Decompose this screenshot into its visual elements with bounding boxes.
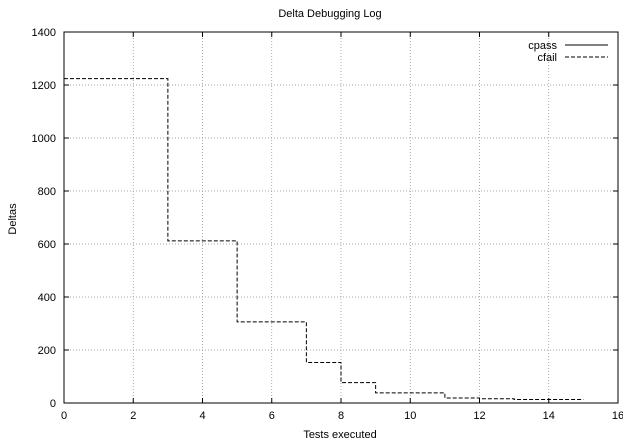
series-cfail — [64, 78, 584, 401]
x-axis-label: Tests executed — [303, 429, 376, 441]
x-tick-label: 10 — [404, 410, 416, 422]
y-tick-label: 1400 — [32, 27, 56, 39]
chart-title: Delta Debugging Log — [278, 8, 381, 20]
y-tick-label: 200 — [38, 345, 56, 357]
y-tick-label: 1200 — [32, 80, 56, 92]
x-tick-label: 12 — [473, 410, 485, 422]
x-tick-label: 6 — [269, 410, 275, 422]
x-tick-label: 2 — [130, 410, 136, 422]
grid — [64, 32, 618, 403]
x-tick-label: 8 — [338, 410, 344, 422]
legend-label-cpass: cpass — [528, 40, 557, 52]
y-tick-label: 1000 — [32, 133, 56, 145]
series-layer — [64, 78, 584, 404]
x-tick-label: 0 — [61, 410, 67, 422]
y-tick-label: 800 — [38, 186, 56, 198]
y-axis: 0 200 400 600 800 1000 1200 1400 — [32, 27, 618, 410]
y-axis-label: Deltas — [7, 203, 19, 235]
legend-label-cfail: cfail — [537, 52, 557, 64]
y-tick-label: 400 — [38, 292, 56, 304]
y-tick-label: 600 — [38, 239, 56, 251]
x-tick-label: 14 — [543, 410, 555, 422]
x-tick-label: 4 — [199, 410, 205, 422]
x-tick-label: 16 — [612, 410, 623, 422]
y-tick-label: 0 — [50, 398, 56, 410]
x-axis: 0 2 4 6 8 10 12 14 16 — [61, 32, 623, 422]
